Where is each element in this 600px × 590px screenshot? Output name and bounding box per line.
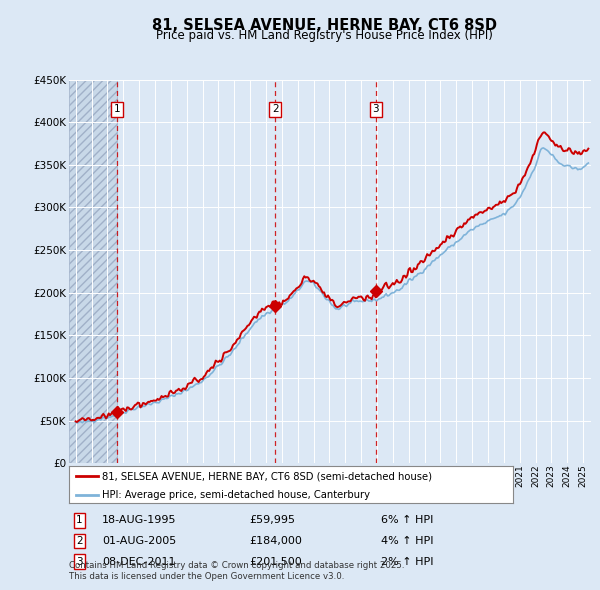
Text: 81, SELSEA AVENUE, HERNE BAY, CT6 8SD: 81, SELSEA AVENUE, HERNE BAY, CT6 8SD [151,18,497,32]
Text: £184,000: £184,000 [249,536,302,546]
Text: 08-DEC-2011: 08-DEC-2011 [102,557,176,566]
Text: 1: 1 [76,516,83,525]
Text: 4% ↑ HPI: 4% ↑ HPI [381,536,433,546]
Text: Contains HM Land Registry data © Crown copyright and database right 2025.
This d: Contains HM Land Registry data © Crown c… [69,561,404,581]
Bar [69,80,117,463]
Text: 3: 3 [76,557,83,566]
Text: £201,500: £201,500 [249,557,302,566]
Text: 2: 2 [272,104,278,114]
Text: 18-AUG-1995: 18-AUG-1995 [102,516,176,525]
Text: £59,995: £59,995 [249,516,295,525]
Text: 1: 1 [114,104,121,114]
Text: HPI: Average price, semi-detached house, Canterbury: HPI: Average price, semi-detached house,… [102,490,370,500]
Text: 01-AUG-2005: 01-AUG-2005 [102,536,176,546]
Text: 2% ↑ HPI: 2% ↑ HPI [381,557,433,566]
Text: 81, SELSEA AVENUE, HERNE BAY, CT6 8SD (semi-detached house): 81, SELSEA AVENUE, HERNE BAY, CT6 8SD (s… [102,471,432,481]
Text: 6% ↑ HPI: 6% ↑ HPI [381,516,433,525]
Text: 3: 3 [373,104,379,114]
Text: 2: 2 [76,536,83,546]
Text: Price paid vs. HM Land Registry's House Price Index (HPI): Price paid vs. HM Land Registry's House … [155,30,493,42]
